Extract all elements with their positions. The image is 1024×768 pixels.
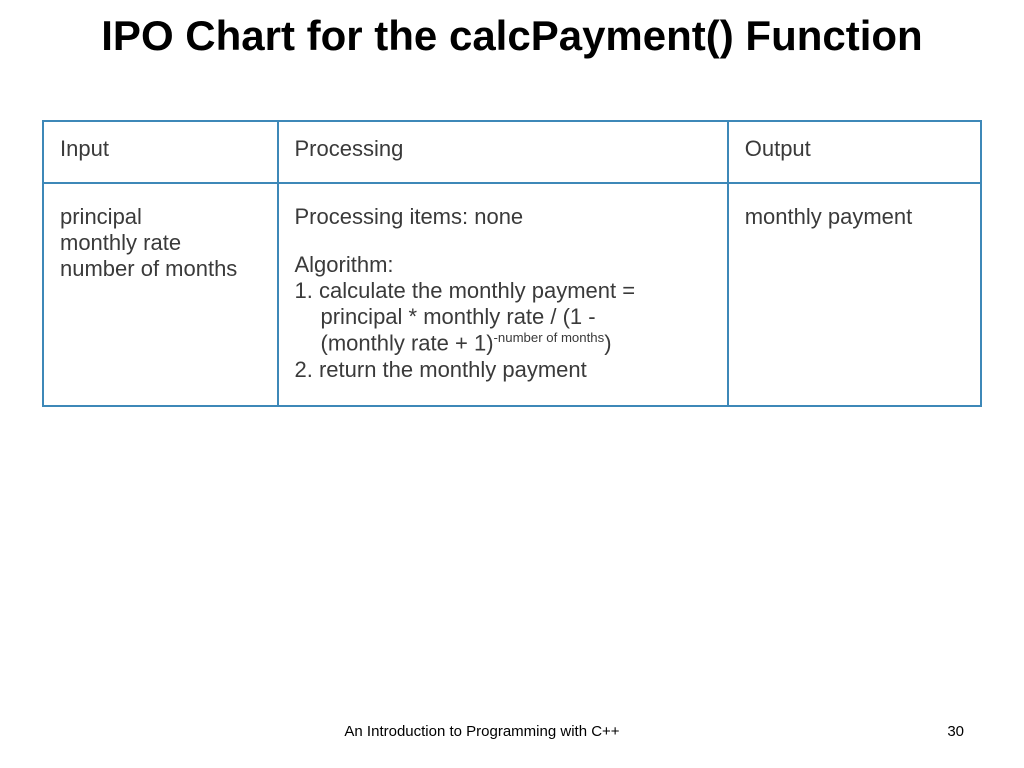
input-line: number of months [60, 256, 261, 282]
footer-text: An Introduction to Programming with C++ [60, 723, 904, 740]
output-line: monthly payment [745, 204, 964, 230]
input-line: monthly rate [60, 230, 261, 256]
ipo-chart-table: Input Processing Output principal monthl… [42, 120, 982, 406]
processing-items: Processing items: none [295, 204, 711, 230]
footer-page-number: 30 [904, 723, 964, 740]
slide: IPO Chart for the calcPayment() Function… [0, 0, 1024, 768]
algo-step-1c-prefix: (monthly rate + 1) [321, 331, 494, 356]
algo-step-1b: principal * monthly rate / (1 - [295, 304, 711, 330]
cell-input: principal monthly rate number of months [43, 183, 278, 405]
input-line: principal [60, 204, 261, 230]
algo-step-1a: 1. calculate the monthly payment = [295, 278, 711, 304]
table-row: principal monthly rate number of months … [43, 183, 981, 405]
cell-processing: Processing items: none Algorithm: 1. cal… [278, 183, 728, 405]
algo-step-1c-suffix: ) [604, 331, 611, 356]
algo-step-1c-exponent: -number of months [494, 330, 605, 345]
col-header-processing: Processing [278, 121, 728, 183]
algorithm-block: Algorithm: 1. calculate the monthly paym… [295, 252, 711, 382]
cell-output: monthly payment [728, 183, 981, 405]
table-header-row: Input Processing Output [43, 121, 981, 183]
slide-footer: An Introduction to Programming with C++ … [0, 723, 1024, 740]
col-header-output: Output [728, 121, 981, 183]
page-title: IPO Chart for the calcPayment() Function [30, 12, 994, 60]
algorithm-label: Algorithm: [295, 252, 711, 278]
algo-step-2: 2. return the monthly payment [295, 357, 711, 383]
algo-step-1c: (monthly rate + 1)-number of months) [295, 330, 711, 356]
footer-spacer [0, 723, 60, 740]
col-header-input: Input [43, 121, 278, 183]
